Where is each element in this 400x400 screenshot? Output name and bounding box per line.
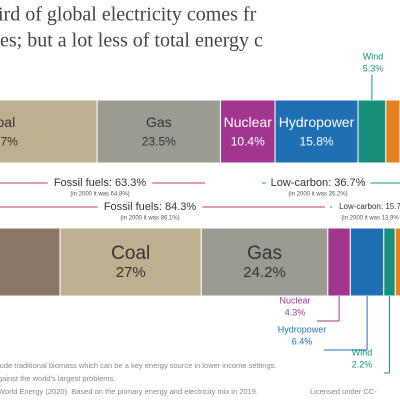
segment-name: Hydropower bbox=[278, 324, 327, 334]
bar-segment bbox=[200, 227, 329, 297]
bracket-label-bg bbox=[97, 200, 203, 214]
footer-note: lude traditional biomass which can be a … bbox=[0, 361, 276, 370]
bar-segment bbox=[219, 99, 276, 164]
segment-name: Wind bbox=[363, 51, 384, 61]
footer-source: World Energy (2020). Based on the primar… bbox=[0, 387, 258, 396]
bracket-label: Low-carbon: 36.7% bbox=[271, 177, 366, 189]
segment-name: Nuclear bbox=[279, 295, 310, 305]
bar-segment bbox=[357, 99, 387, 164]
bracket-note: (in 2000 it was 13.9% bbox=[341, 216, 399, 222]
segment-value: 15.8% bbox=[300, 135, 334, 149]
segment-value: 6.4% bbox=[292, 336, 313, 346]
bar-segment bbox=[349, 227, 385, 297]
segment-value: 36.7% bbox=[0, 135, 18, 149]
segment-value: 23.5% bbox=[142, 135, 176, 149]
bracket-label-bg bbox=[47, 176, 153, 190]
segment-name: Coal bbox=[111, 243, 150, 264]
bar-segment bbox=[385, 99, 400, 164]
segment-value: 2.2% bbox=[352, 359, 373, 369]
bar-segment bbox=[383, 227, 396, 297]
title-line: ird of global electricity comes fr bbox=[0, 4, 257, 26]
segment-name: Gas bbox=[146, 114, 172, 130]
segment-name: Coal bbox=[0, 114, 15, 130]
bar-segment bbox=[0, 227, 61, 297]
bar-segment bbox=[59, 227, 202, 297]
title-line: es; but a lot less of total energy c bbox=[0, 30, 263, 52]
segment-name: Gas bbox=[247, 243, 282, 264]
bar-segment bbox=[394, 227, 400, 297]
bar-segment bbox=[96, 99, 221, 164]
bracket-label-bg bbox=[332, 200, 400, 214]
bar-segment bbox=[0, 99, 98, 164]
bracket-label: Fossil fuels: 84.3% bbox=[104, 201, 197, 213]
bracket-label-bg bbox=[265, 176, 371, 190]
bracket-note: (in 2000 it was 64.8%) bbox=[70, 192, 129, 198]
segment-value: 10.4% bbox=[231, 135, 265, 149]
license: Licensed under CC- bbox=[310, 387, 377, 396]
bar-segment bbox=[327, 227, 351, 297]
segment-value: 5.3% bbox=[363, 63, 384, 73]
segment-name: Wind bbox=[352, 347, 373, 357]
segment-value: 4.3% bbox=[285, 307, 306, 317]
segment-value: 24.2% bbox=[243, 264, 286, 281]
segment-name: Nuclear bbox=[224, 114, 273, 130]
footer-note: gainst the world's largest problems. bbox=[0, 374, 115, 383]
bracket-note: (in 2000 it was 86.1%) bbox=[120, 216, 179, 222]
bracket-label: Fossil fuels: 63.3% bbox=[54, 177, 147, 189]
bar-segment bbox=[274, 99, 359, 164]
segment-name: Hydropower bbox=[279, 114, 355, 130]
bracket-label: Low-carbon: 15.7 bbox=[339, 202, 400, 211]
segment-value: 27% bbox=[116, 264, 146, 281]
bracket-note: (in 2000 it was 35.2%) bbox=[288, 192, 347, 198]
